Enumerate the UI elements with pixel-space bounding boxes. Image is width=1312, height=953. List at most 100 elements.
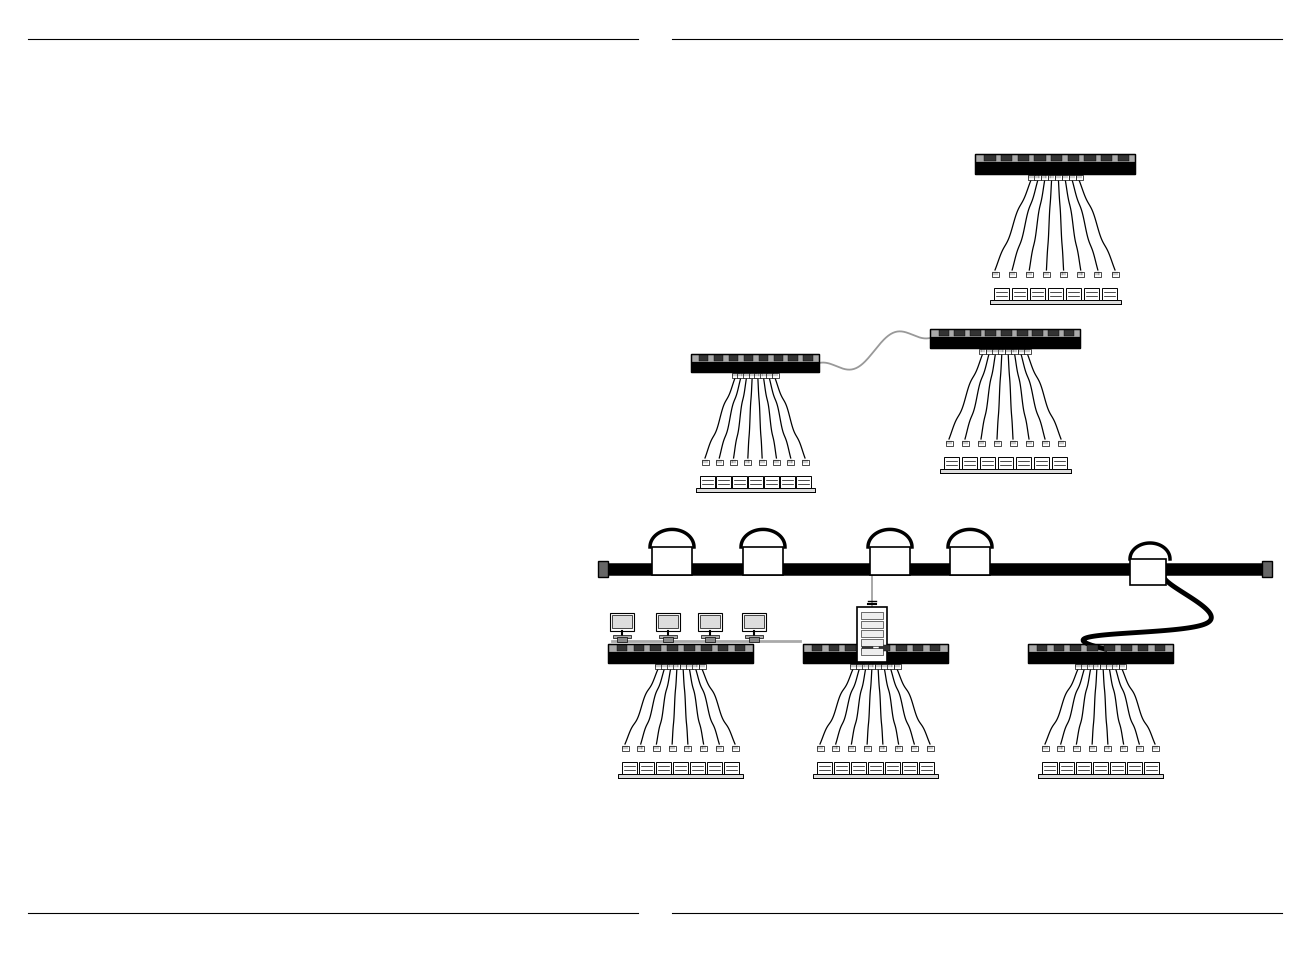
Bar [1075,664,1081,669]
Bar [1084,289,1098,301]
Bar [993,289,1009,301]
Bar [673,664,681,669]
Bar [1060,273,1067,277]
Bar [812,645,823,651]
Bar [1057,745,1064,751]
Bar [732,374,739,378]
Bar [832,745,840,751]
Bar [1076,762,1090,774]
Bar [1009,441,1017,446]
Bar [1093,762,1107,774]
Bar [930,330,1080,337]
Bar [1152,745,1158,751]
Bar [622,745,628,751]
Bar [706,762,722,774]
Bar [685,745,691,751]
Bar [1105,645,1115,651]
Bar [1048,331,1059,336]
Bar [1136,745,1143,751]
Bar [893,664,900,669]
Bar [975,163,1135,174]
Bar [1042,745,1048,751]
Bar [639,762,653,774]
Bar [962,441,968,446]
Bar [795,476,811,489]
Bar [668,645,678,651]
Bar [1001,331,1012,336]
Bar [659,636,677,639]
Bar [618,774,743,779]
Bar [749,374,756,378]
Bar [607,652,753,663]
Bar [1110,762,1124,774]
Bar [1001,156,1013,162]
Bar [1005,349,1012,355]
Bar [1069,175,1076,180]
Bar [861,630,883,638]
Bar [802,460,808,465]
Bar [1027,644,1173,663]
Bar [701,616,720,628]
Bar [993,441,1001,446]
Bar [1081,664,1088,669]
Bar [1077,273,1084,277]
Bar [1094,273,1101,277]
Bar [760,374,768,378]
Bar [1043,273,1050,277]
Bar [861,613,883,619]
Bar [1106,664,1113,669]
Bar [663,638,673,642]
Bar [861,621,883,628]
Bar [848,745,855,751]
Bar [1057,441,1064,446]
Bar [607,644,753,663]
Bar [789,355,798,361]
Bar [1055,175,1061,180]
Bar [666,664,674,669]
Bar [693,664,699,669]
Bar [1012,289,1026,301]
Bar [918,762,934,774]
Bar [1065,289,1081,301]
Bar [1009,273,1015,277]
Bar [744,616,764,628]
Bar [743,374,750,378]
Bar [701,636,719,639]
Bar [610,614,634,631]
Bar [1042,175,1048,180]
Bar [729,355,739,361]
Bar [691,355,819,373]
Bar [992,349,998,355]
Bar [869,664,875,669]
Bar [690,762,705,774]
Bar [1105,745,1111,751]
Bar [1127,762,1141,774]
Bar [870,547,911,576]
Bar [1113,664,1119,669]
Bar [1144,762,1158,774]
Bar [779,476,795,489]
Bar [896,645,907,651]
Bar [1051,457,1067,470]
Bar [1047,289,1063,301]
Bar [1034,175,1042,180]
Bar [1061,175,1069,180]
Bar [879,645,890,651]
Bar [598,561,607,578]
Bar [1027,175,1034,180]
Bar [1089,745,1096,751]
Bar [938,331,950,336]
Bar [1026,441,1033,446]
Bar [1018,156,1029,162]
Bar [930,337,1080,349]
Bar [680,664,686,669]
Bar [1042,441,1048,446]
Bar [673,762,687,774]
Bar [946,441,953,446]
Bar [686,664,693,669]
Bar [653,745,660,751]
Bar [975,154,1135,163]
Bar [1099,664,1106,669]
Bar [975,154,1135,174]
Bar [803,355,812,361]
